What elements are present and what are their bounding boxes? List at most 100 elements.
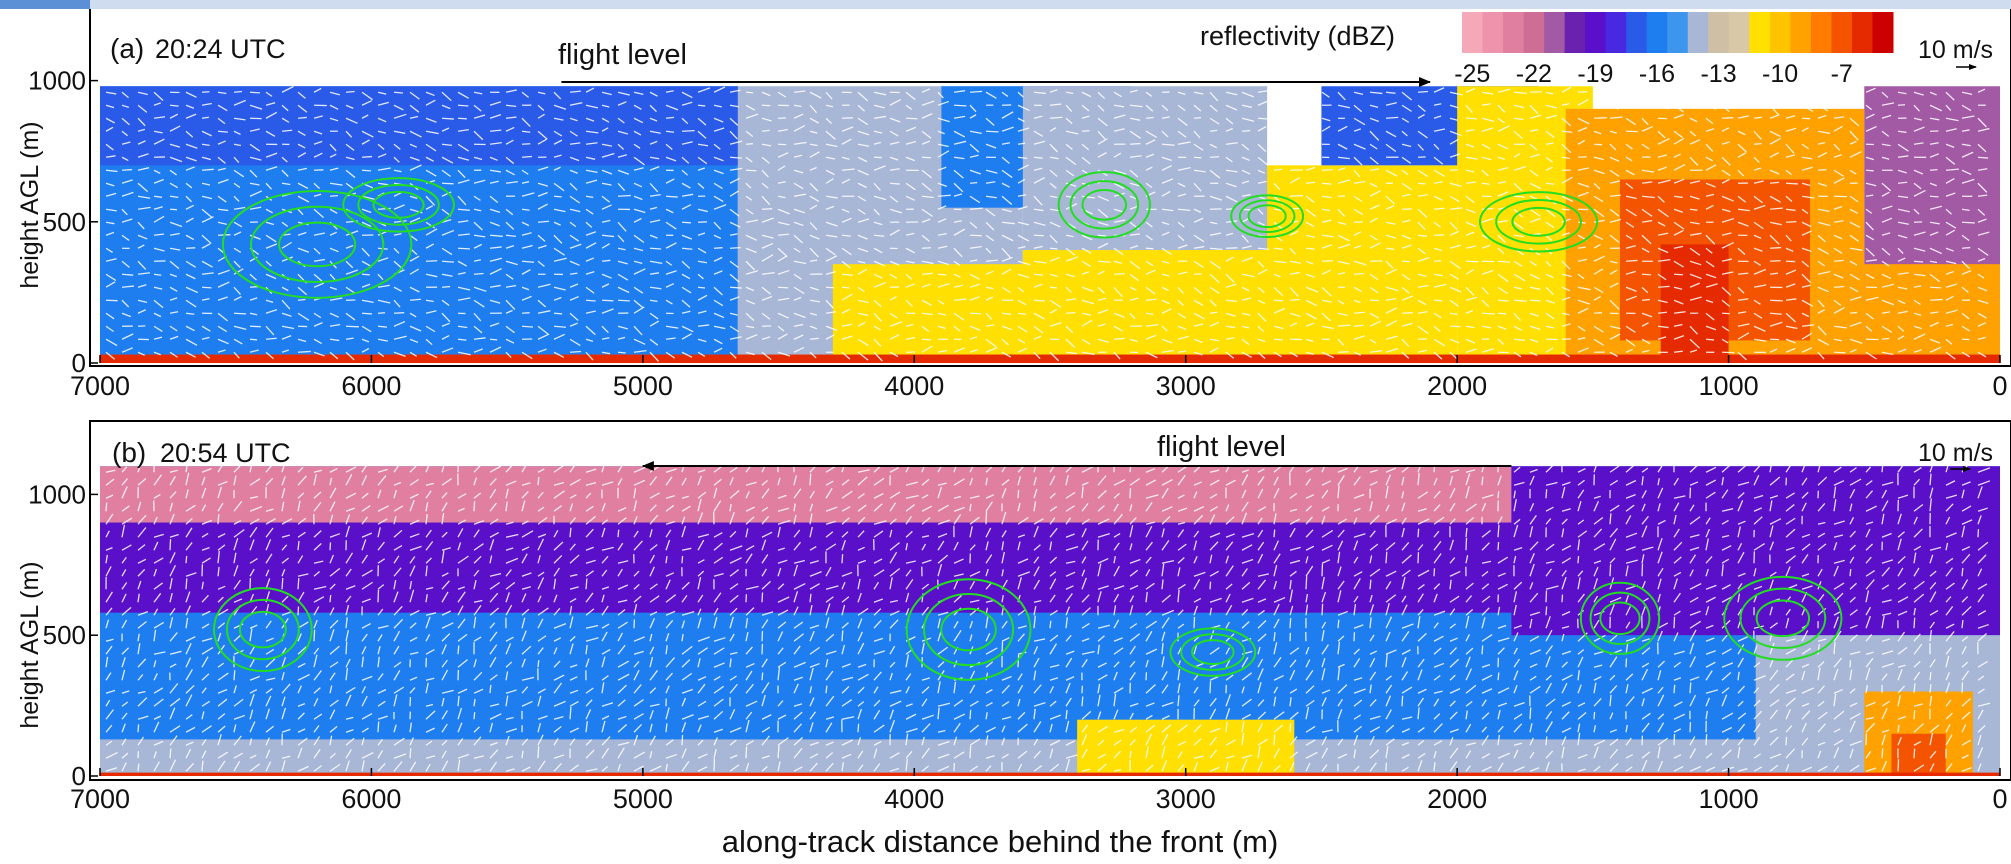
wind-vector	[346, 642, 347, 654]
wind-vector	[1498, 300, 1509, 301]
wind-vector	[1578, 556, 1579, 563]
wind-vector	[1642, 300, 1650, 301]
wind-vector	[970, 183, 977, 184]
colorbar-tick-label: -10	[1762, 60, 1798, 88]
wind-vector	[1034, 300, 1045, 301]
wind-vector	[522, 313, 530, 314]
reflectivity-region	[100, 523, 1511, 613]
wind-vector	[1930, 170, 1937, 171]
reflectivity-region	[1511, 466, 2000, 635]
colorbar-tick-label: -19	[1577, 60, 1613, 88]
wind-vector	[1322, 604, 1323, 615]
wind-vector	[1882, 338, 1889, 339]
wind-vector	[986, 131, 999, 132]
wind-vector	[810, 474, 811, 486]
wind-vector	[1290, 618, 1291, 628]
wind-vector	[362, 157, 372, 158]
colorbar-swatch	[1544, 12, 1565, 53]
wind-vector	[1354, 274, 1364, 275]
wind-vector	[250, 339, 257, 340]
wind-vector	[1930, 299, 1943, 300]
wind-vector	[298, 300, 305, 301]
wind-vector	[1290, 299, 1300, 300]
wind-vector	[346, 326, 359, 327]
wind-vector	[1482, 645, 1483, 654]
wind-vector	[1770, 261, 1781, 262]
wind-vector	[1050, 621, 1051, 628]
wind-vector	[1866, 170, 1874, 171]
colorbar-swatch	[1852, 12, 1873, 53]
y-tick-label: 0	[72, 348, 86, 378]
wind-vector	[1082, 697, 1083, 707]
wind-vector	[762, 130, 770, 131]
wind-vector	[906, 118, 917, 119]
wind-vector	[1962, 568, 1963, 576]
x-tick-label: 0	[1992, 371, 2007, 401]
wind-vector	[1386, 117, 1398, 118]
wind-vector	[762, 592, 763, 602]
wind-vector	[234, 670, 235, 680]
wind-vector	[138, 724, 139, 732]
wind-vector	[1370, 580, 1371, 590]
wind-vector	[442, 183, 454, 184]
colorbar-swatch	[1872, 12, 1893, 53]
wind-vector	[1482, 477, 1483, 486]
wind-vector	[1274, 530, 1275, 538]
wind-vector	[330, 595, 331, 602]
colorbar-swatch	[1524, 12, 1545, 53]
wind-vector	[1642, 274, 1651, 275]
wind-vector	[666, 723, 667, 732]
panel-a-flight-level-label: flight level	[558, 39, 687, 71]
colorbar-swatch	[1708, 12, 1729, 53]
reflectivity-region	[1023, 86, 1267, 250]
wind-vector	[1770, 182, 1779, 183]
colorbar-tick-label: -22	[1516, 60, 1552, 88]
x-tick-label: 4000	[884, 371, 944, 401]
wind-vector	[1850, 569, 1851, 576]
panel-a-plot	[100, 86, 2000, 363]
wind-vector	[1290, 196, 1303, 197]
wind-vector	[570, 352, 581, 353]
wind-vector	[682, 131, 695, 132]
colorbar-swatch	[1626, 12, 1647, 53]
wind-vector	[122, 170, 132, 171]
x-tick-label: 1000	[1699, 371, 1759, 401]
wind-vector	[1546, 606, 1547, 615]
wind-vector	[1962, 248, 1970, 249]
wind-vector	[1818, 170, 1826, 171]
wind-vector	[554, 313, 562, 314]
wind-vector	[1690, 105, 1701, 106]
wind-vector	[250, 92, 260, 93]
colorbar	[1462, 12, 1894, 53]
reflectivity-region	[1077, 720, 1294, 776]
panel-b-plot	[100, 459, 2000, 776]
wind-vector	[682, 556, 683, 563]
wind-vector	[1562, 595, 1563, 603]
wind-vector	[1722, 118, 1733, 119]
wind-vector	[1754, 144, 1762, 145]
wind-vector	[202, 169, 214, 170]
wind-vector	[1754, 117, 1762, 118]
wind-vector	[474, 274, 484, 275]
wind-vector	[714, 248, 723, 249]
wind-vector	[666, 117, 674, 118]
wind-vector	[1098, 235, 1106, 236]
wind-vector	[170, 539, 171, 550]
wind-vector	[1146, 248, 1153, 249]
wind-vector	[1930, 684, 1931, 693]
wind-vector	[1498, 313, 1506, 314]
wind-vector	[170, 105, 179, 106]
wind-vector	[218, 131, 228, 132]
wind-vector	[1482, 313, 1495, 314]
wind-vector	[234, 313, 246, 314]
wind-vector	[1690, 209, 1697, 210]
wind-vector	[1498, 542, 1499, 550]
wind-vector	[458, 248, 470, 249]
reflectivity-region	[1864, 264, 2000, 354]
wind-vector	[1930, 196, 1939, 197]
wind-vector	[762, 209, 772, 210]
wind-vector	[234, 92, 242, 93]
wind-vector	[474, 501, 475, 511]
wind-vector	[922, 339, 931, 340]
wind-vector	[314, 630, 315, 642]
